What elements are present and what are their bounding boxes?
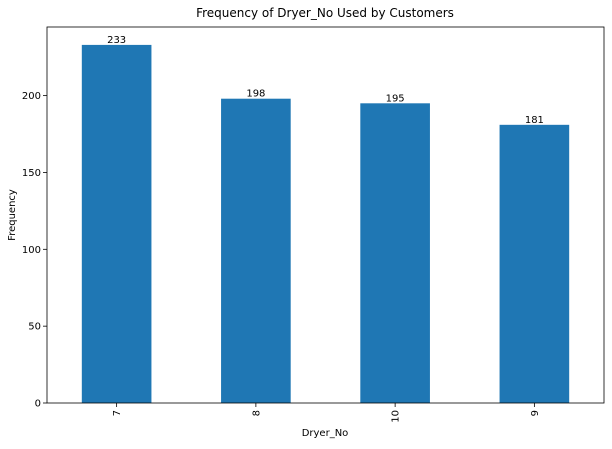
y-tick-label-150: 150 [22,168,41,179]
y-tick-label-0: 0 [35,399,41,410]
x-tick-label-8: 8 [251,410,262,416]
plot-area: 233 7 198 8 195 10 181 9 0 50 100 150 200 [22,26,605,423]
x-tick-label-10: 10 [391,410,402,423]
y-tick-label-50: 50 [28,322,41,333]
bar-9 [499,124,570,403]
data-label-8: 198 [246,89,265,100]
data-label-10: 195 [386,93,405,104]
y-tick-label-200: 200 [22,91,41,102]
x-tick-label-7: 7 [112,410,123,416]
chart-title: Frequency of Dryer_No Used by Customers [196,6,454,20]
plot-frame [46,26,605,404]
data-label-9: 181 [525,115,544,126]
bar-10 [360,103,430,403]
x-tick-label-9: 9 [530,410,541,416]
y-axis-label: Frequency [7,189,18,241]
bar-7 [81,44,152,404]
y-tick-label-100: 100 [22,245,41,256]
data-label-7: 233 [107,35,126,46]
bar-8 [221,98,291,403]
x-axis-label: Dryer_No [302,428,349,439]
